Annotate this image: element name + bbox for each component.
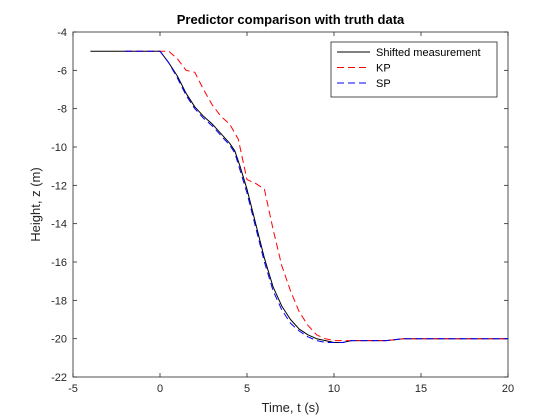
- x-tick-label: 5: [244, 383, 250, 395]
- legend: Shifted measurement KP SP: [330, 41, 498, 98]
- y-tick-label: -12: [51, 180, 67, 192]
- x-tick-label: 0: [157, 383, 163, 395]
- legend-label: Shifted measurement: [376, 47, 481, 59]
- x-tick-label: 10: [328, 383, 340, 395]
- y-tick-label: -8: [57, 104, 67, 116]
- y-tick-label: -20: [51, 334, 67, 346]
- legend-box: [330, 41, 498, 98]
- y-tick-label: -18: [51, 295, 67, 307]
- y-axis-label: Height, z (m): [28, 167, 43, 241]
- y-tick-label: -14: [51, 219, 67, 231]
- y-tick-label: -10: [51, 142, 67, 154]
- y-tick-label: -16: [51, 257, 67, 269]
- x-tick-label: 15: [415, 383, 427, 395]
- y-tick-label: -22: [51, 372, 67, 384]
- chart-title: Predictor comparison with truth data: [177, 12, 405, 27]
- x-tick-label: 20: [502, 383, 514, 395]
- series-layer: [90, 50, 508, 343]
- x-tick-label: -5: [68, 383, 78, 395]
- legend-label: SP: [376, 78, 391, 90]
- axes-box: [72, 31, 509, 378]
- y-tick-label: -4: [57, 27, 67, 39]
- axis-ticks: -5 0 5 10 15 20 -22 -20 -18 -16 -14 -12 -10 -8 -6 -4: [51, 27, 514, 395]
- series-line-2: [125, 50, 508, 342]
- y-tick-label: -6: [57, 65, 67, 77]
- legend-label: KP: [376, 63, 391, 75]
- x-axis-label: Time, t (s): [261, 400, 319, 415]
- series-line-3: [125, 50, 508, 343]
